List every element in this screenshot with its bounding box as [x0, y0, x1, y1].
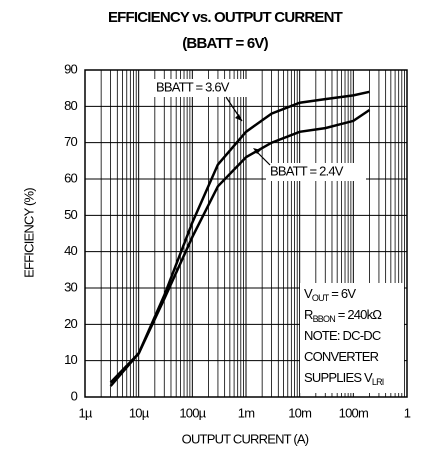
- x-tick-label: 1: [404, 405, 411, 420]
- y-tick-label: 20: [64, 316, 77, 331]
- note-text: = 6V: [328, 286, 356, 301]
- x-tick-label: 10µ: [129, 405, 150, 420]
- note-line: CONVERTER: [304, 349, 379, 364]
- annotation: BBATT = 2.4V: [270, 163, 344, 178]
- note-text: V: [304, 286, 313, 301]
- annotation: BBATT = 3.6V: [156, 79, 230, 94]
- x-axis-label: OUTPUT CURRENT (A): [182, 431, 309, 446]
- grid: [84, 69, 408, 398]
- x-tick-label: 100µ: [179, 405, 206, 420]
- series-line: [109, 108, 371, 387]
- y-tick-label: 60: [64, 170, 77, 185]
- plot-frame: [84, 69, 408, 398]
- arrow-head: [235, 114, 242, 121]
- arrow-head: [253, 148, 261, 154]
- note-line: SUPPLIES VLRI: [304, 370, 384, 387]
- x-tick-label: 1m: [238, 405, 254, 420]
- y-tick-label: 70: [64, 134, 77, 149]
- x-tick-label: 10m: [288, 405, 311, 420]
- note-text: SUPPLIES V: [304, 370, 373, 385]
- note-line: VOUT = 6V: [304, 286, 356, 303]
- note-subscript: BBON: [313, 314, 336, 324]
- note: VOUT = 6V RBBON = 240kΩ NOTE: DC-DC CONVERT…: [304, 286, 385, 387]
- note-subscript: OUT: [312, 293, 330, 303]
- y-tick-label: 80: [64, 98, 77, 113]
- label-bg: [266, 163, 366, 181]
- note-line: NOTE: DC-DC: [304, 328, 381, 343]
- y-axis-label: EFFICIENCY (%): [21, 188, 36, 278]
- note-subscript: LRI: [372, 377, 384, 387]
- chart-subtitle: (BBATT = 6V): [182, 35, 268, 52]
- note-text: = 240kΩ: [335, 307, 382, 322]
- note-text: CONVERTER: [304, 349, 379, 364]
- x-tick-label: 100m: [339, 405, 368, 420]
- note-text: R: [304, 307, 313, 322]
- y-tick-label: 40: [64, 243, 77, 258]
- y-tick-label: 30: [64, 279, 77, 294]
- y-tick-label: 90: [64, 61, 77, 76]
- note-line: RBBON = 240kΩ: [304, 307, 382, 324]
- chart-title: EFFICIENCY vs. OUTPUT CURRENT: [108, 9, 343, 26]
- y-tick-label: 0: [71, 388, 78, 403]
- lines: [109, 90, 371, 387]
- y-tick-label: 50: [64, 207, 77, 222]
- note-box: [300, 283, 404, 393]
- y-tick-label: 10: [64, 352, 77, 367]
- label-bg: [152, 79, 248, 97]
- note-text: NOTE: DC-DC: [304, 328, 381, 343]
- x-tick-label: 1µ: [78, 405, 92, 420]
